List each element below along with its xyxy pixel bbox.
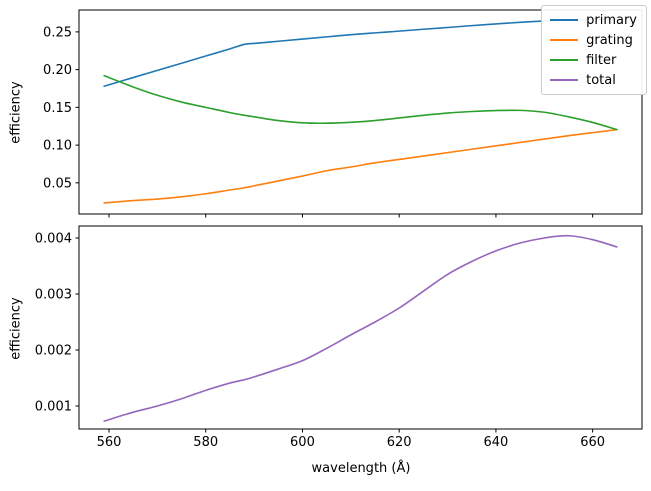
bottom-x-tick-label: 640 <box>484 435 509 450</box>
bottom-x-tick-label: 560 <box>97 435 122 450</box>
legend: primary grating filter total <box>541 5 647 95</box>
top-y-tick-label: 0.05 <box>43 176 72 191</box>
bottom-y-tick-label: 0.002 <box>35 344 72 359</box>
legend-label: filter <box>586 52 617 68</box>
bottom-y-tick-label: 0.001 <box>35 400 72 415</box>
top-panel-spines <box>78 9 643 215</box>
legend-entry-filter: filter <box>550 50 637 70</box>
bottom-x-tick-label: 660 <box>580 435 605 450</box>
legend-label: total <box>586 72 616 88</box>
legend-line-swatch <box>550 59 579 61</box>
bottom-y-tick-label: 0.004 <box>35 231 72 246</box>
bottom-y-tick-label: 0.003 <box>35 288 72 303</box>
legend-entry-primary: primary <box>550 10 637 30</box>
line-primary <box>103 18 618 88</box>
legend-entry-total: total <box>550 70 637 90</box>
line-total <box>103 234 618 422</box>
top-panel-ylabel: efficiency <box>8 81 24 144</box>
line-filter <box>103 74 618 131</box>
bottom-x-tick-label: 580 <box>193 435 218 450</box>
top-y-tick-label: 0.25 <box>43 25 72 40</box>
top-y-tick-label: 0.10 <box>43 139 72 154</box>
legend-line-swatch <box>550 79 579 81</box>
top-y-tick-label: 0.20 <box>43 63 72 78</box>
bottom-panel-ylabel: efficiency <box>8 297 24 360</box>
legend-label: primary <box>586 12 637 28</box>
legend-line-swatch <box>550 39 579 41</box>
bottom-x-tick-label: 600 <box>290 435 315 450</box>
bottom-x-tick-label: 620 <box>387 435 412 450</box>
legend-line-swatch <box>550 19 579 21</box>
line-grating <box>103 128 618 204</box>
legend-label: grating <box>586 32 633 48</box>
top-y-tick-label: 0.15 <box>43 101 72 116</box>
bottom-panel-spines <box>78 225 643 430</box>
legend-entry-grating: grating <box>550 30 637 50</box>
xlabel: wavelength (Å) <box>311 461 411 476</box>
